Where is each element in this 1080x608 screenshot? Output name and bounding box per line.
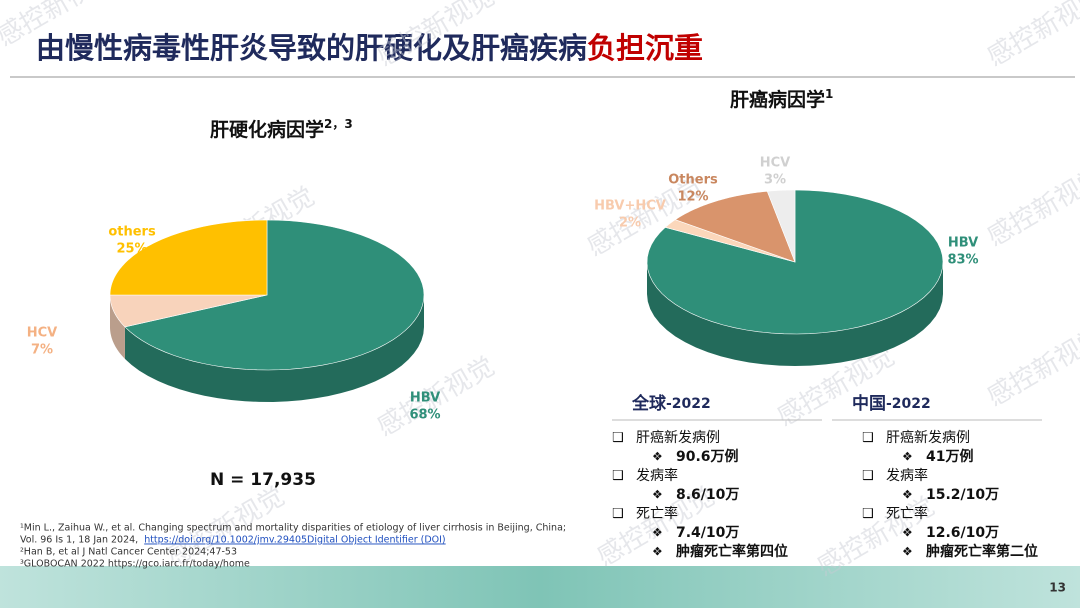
slice-value: 83% [947,253,978,268]
stats-value: 15.2/10万 [926,487,999,503]
slice-label: HCV [27,326,57,341]
slice-value: 12% [677,190,708,205]
stats-heading: 中国-2022 [852,393,931,414]
footer-band [0,566,1080,608]
diamond-bullet: ❖ [652,545,663,559]
pie-side [124,295,425,402]
checkbox-bullet: ❑ [862,469,874,484]
diamond-bullet: ❖ [902,545,913,559]
diamond-bullet: ❖ [652,526,663,540]
stats-value: 90.6万例 [676,448,739,465]
slide-title: 由慢性病毒性肝炎导致的肝硬化及肝癌疾病负担沉重 [36,31,703,65]
slice-label: Others [668,173,718,188]
stats-region: 全球 [631,393,667,414]
stats-value: 肿瘤死亡率第四位 [676,543,788,560]
pie-slice [674,190,796,263]
slice-value: 25% [116,242,147,257]
stats-value: 12.6/10万 [926,525,999,541]
stats-value: 7.4/10万 [676,525,739,541]
stats-region: 中国 [852,393,886,414]
pie-slice [109,219,268,296]
reference-link[interactable]: https://doi.org/10.1002/jmv.29405Digital… [144,535,445,546]
stats-year: -2022 [666,396,711,412]
stats-value: 8.6/10万 [676,487,739,503]
slice-label: HBV [410,391,440,406]
checkbox-bullet: ❑ [612,431,624,446]
diamond-bullet: ❖ [902,450,913,464]
chart-title-sup: 2，3 [324,117,353,131]
page-number: 13 [1049,581,1066,595]
stats-label: 发病率 [886,467,928,484]
sample-size: N = 17,935 [210,470,316,490]
pie-slice [664,219,796,263]
reference: Vol. 96 Is 1, 18 Jan 2024, [20,535,138,546]
slice-value: 68% [409,408,440,423]
pie-side [110,295,125,359]
title-emphasis: 负担沉重 [587,31,703,65]
stats-label: 死亡率 [636,505,678,522]
stats-value: 41万例 [926,448,973,465]
stats-value: 肿瘤死亡率第二位 [926,543,1038,560]
checkbox-bullet: ❑ [612,469,624,484]
diamond-bullet: ❖ [902,488,913,502]
slice-value: 7% [31,343,53,358]
diamond-bullet: ❖ [652,488,663,502]
pie-side [647,262,943,366]
title-main: 由慢性病毒性肝炎导致的肝硬化及肝癌疾病 [36,31,587,65]
chart-title-sup: 1 [825,87,833,101]
diamond-bullet: ❖ [652,450,663,464]
chart-title: 肝癌病因学1 [730,87,833,111]
stats-label: 肝癌新发病例 [886,430,970,446]
slice-label: others [108,225,156,240]
stats-heading: 全球-2022 [631,393,711,414]
stats-label: 发病率 [636,467,678,484]
diamond-bullet: ❖ [902,526,913,540]
pie-slice [109,294,268,328]
stats-label: 肝癌新发病例 [636,430,720,446]
chart-title-text: 肝硬化病因学 [210,118,324,141]
slice-label: HBV [948,236,978,251]
pie-slice [124,219,425,371]
chart-title: 肝硬化病因学2，3 [210,117,353,141]
stats-label: 死亡率 [886,505,928,522]
pie-slice [766,189,796,263]
checkbox-bullet: ❑ [612,507,624,522]
reference: ³GLOBOCAN 2022 https://gco.iarc.fr/today… [20,559,250,570]
stats-year: -2022 [886,396,931,412]
slice-label: HCV [760,156,790,171]
slice-label: HBV+HCV [594,199,666,214]
slice-value: 2% [619,216,641,231]
checkbox-bullet: ❑ [862,507,874,522]
chart-title-text: 肝癌病因学 [730,88,825,111]
checkbox-bullet: ❑ [862,431,874,446]
slice-value: 3% [764,173,786,188]
reference: ¹Min L., Zaihua W., et al. Changing spec… [20,523,566,534]
reference: ²Han B, et al J Natl Cancer Center 2024;… [20,547,237,558]
